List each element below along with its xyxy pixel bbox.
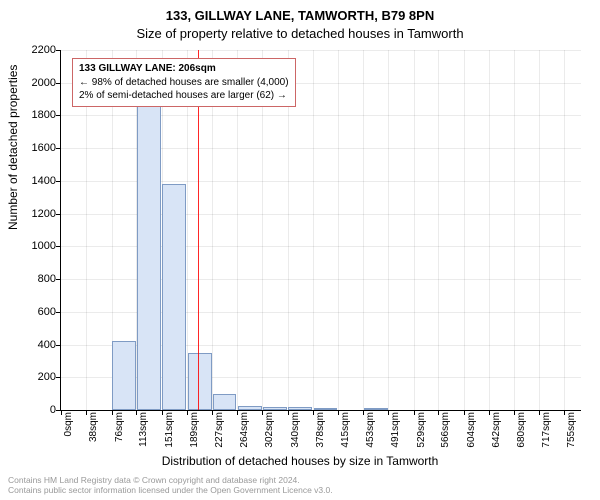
bar (112, 341, 135, 410)
ytick-label: 2000 (16, 77, 56, 89)
ytick-label: 800 (16, 273, 56, 285)
xtick-mark (112, 410, 113, 415)
xtick-label: 76sqm (114, 412, 125, 442)
xtick-mark (363, 410, 364, 415)
gridline-v (363, 50, 364, 410)
gridline-v (489, 50, 490, 410)
ytick-mark (56, 246, 61, 247)
xtick-mark (187, 410, 188, 415)
bar (213, 394, 236, 410)
xtick-mark (237, 410, 238, 415)
ytick-mark (56, 148, 61, 149)
gridline-v (514, 50, 515, 410)
ytick-mark (56, 50, 61, 51)
xtick-mark (162, 410, 163, 415)
ytick-mark (56, 214, 61, 215)
ytick-label: 200 (16, 371, 56, 383)
title-main: 133, GILLWAY LANE, TAMWORTH, B79 8PN (0, 8, 600, 23)
ytick-label: 0 (16, 404, 56, 416)
gridline-v (464, 50, 465, 410)
gridline-v (539, 50, 540, 410)
xtick-label: 264sqm (239, 412, 250, 448)
xtick-label: 491sqm (390, 412, 401, 448)
info-box-line3: 2% of semi-detached houses are larger (6… (79, 89, 289, 103)
ytick-label: 400 (16, 339, 56, 351)
ytick-label: 600 (16, 306, 56, 318)
footer: Contains HM Land Registry data © Crown c… (8, 475, 333, 496)
chart-container: 133, GILLWAY LANE, TAMWORTH, B79 8PN Siz… (0, 0, 600, 500)
footer-line1: Contains HM Land Registry data © Crown c… (8, 475, 333, 486)
xtick-label: 604sqm (466, 412, 477, 448)
xtick-label: 38sqm (88, 412, 99, 442)
xtick-label: 151sqm (164, 412, 175, 448)
xtick-label: 189sqm (189, 412, 200, 448)
ytick-mark (56, 181, 61, 182)
ytick-mark (56, 279, 61, 280)
ytick-label: 1200 (16, 208, 56, 220)
ytick-label: 1000 (16, 240, 56, 252)
xtick-label: 0sqm (63, 412, 74, 436)
ytick-label: 1400 (16, 175, 56, 187)
xtick-label: 453sqm (365, 412, 376, 448)
bar (288, 407, 312, 410)
info-box-line2: ← 98% of detached houses are smaller (4,… (79, 76, 289, 90)
xtick-label: 680sqm (516, 412, 527, 448)
gridline-v (414, 50, 415, 410)
xtick-label: 113sqm (138, 412, 149, 447)
gridline-h (61, 50, 581, 51)
ytick-mark (56, 345, 61, 346)
xtick-label: 378sqm (315, 412, 326, 448)
xtick-label: 642sqm (491, 412, 502, 448)
xtick-mark (464, 410, 465, 415)
xtick-label: 755sqm (566, 412, 577, 448)
ytick-label: 1600 (16, 142, 56, 154)
xtick-mark (61, 410, 62, 415)
ytick-label: 1800 (16, 109, 56, 121)
xtick-mark (414, 410, 415, 415)
bar (162, 184, 186, 410)
bar (364, 408, 388, 410)
ytick-mark (56, 115, 61, 116)
xtick-label: 340sqm (290, 412, 301, 448)
title-sub: Size of property relative to detached ho… (0, 26, 600, 41)
bar (314, 408, 337, 410)
xtick-label: 415sqm (340, 412, 351, 448)
bar (238, 406, 262, 410)
ytick-mark (56, 377, 61, 378)
xtick-mark (288, 410, 289, 415)
gridline-v (388, 50, 389, 410)
footer-line2: Contains public sector information licen… (8, 485, 333, 496)
info-box-title: 133 GILLWAY LANE: 206sqm (79, 62, 289, 76)
xtick-label: 302sqm (264, 412, 275, 448)
xtick-label: 529sqm (416, 412, 427, 448)
gridline-v (338, 50, 339, 410)
bar (263, 407, 287, 410)
xtick-label: 717sqm (541, 412, 552, 448)
gridline-v (313, 50, 314, 410)
gridline-v (438, 50, 439, 410)
bar (188, 353, 212, 410)
xtick-mark (539, 410, 540, 415)
ytick-mark (56, 83, 61, 84)
xtick-label: 566sqm (440, 412, 451, 448)
ytick-label: 2200 (16, 44, 56, 56)
x-axis-label: Distribution of detached houses by size … (0, 454, 600, 468)
xtick-mark (338, 410, 339, 415)
xtick-mark (313, 410, 314, 415)
bar (137, 106, 161, 410)
info-box: 133 GILLWAY LANE: 206sqm ← 98% of detach… (72, 58, 296, 107)
xtick-mark (489, 410, 490, 415)
xtick-label: 227sqm (214, 412, 225, 448)
gridline-v (564, 50, 565, 410)
ytick-mark (56, 312, 61, 313)
